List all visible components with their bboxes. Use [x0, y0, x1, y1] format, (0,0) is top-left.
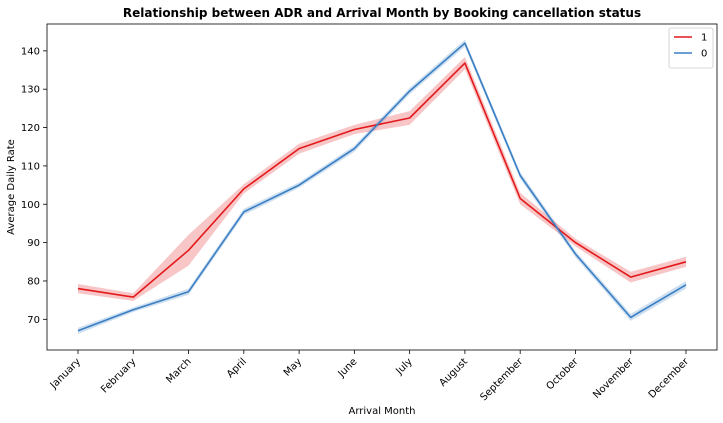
y-tick-label: 130	[21, 85, 40, 96]
confidence-bands	[78, 39, 686, 334]
y-axis-label: Average Daily Rate	[6, 139, 17, 235]
x-axis: January February March April May June July Augu…	[48, 350, 692, 403]
y-axis: 70 80 90 100 110 120 130 140	[21, 46, 47, 326]
x-tick-label: September	[478, 356, 525, 403]
x-tick-label: November	[591, 356, 636, 401]
x-tick-label: May	[282, 356, 304, 378]
series-0-ci-band	[78, 39, 686, 334]
x-tick-label: October	[544, 356, 581, 393]
y-tick-label: 80	[27, 276, 40, 287]
chart-title: Relationship between ADR and Arrival Mon…	[123, 6, 641, 20]
x-tick-label: February	[99, 356, 138, 395]
x-tick-label: March	[164, 356, 193, 385]
x-tick-label: January	[48, 356, 83, 391]
y-tick-label: 70	[27, 315, 40, 326]
x-tick-label: August	[438, 356, 471, 389]
series-lines	[77, 42, 687, 332]
legend-label-0: 0	[701, 49, 707, 60]
y-tick-label: 100	[21, 200, 40, 211]
y-tick-label: 110	[21, 161, 40, 172]
legend-label-1: 1	[701, 33, 707, 44]
x-tick-label: April	[225, 356, 249, 380]
plot-area-frame	[46, 23, 718, 351]
x-tick-label: June	[336, 356, 360, 380]
legend-box	[668, 27, 714, 69]
y-tick-label: 120	[21, 123, 40, 134]
y-tick-label: 90	[27, 238, 40, 249]
series-1-line	[77, 62, 687, 298]
x-axis-label: Arrival Month	[348, 406, 415, 417]
x-tick-label: December	[647, 356, 692, 401]
legend: 10	[668, 27, 714, 69]
x-tick-label: July	[394, 356, 415, 377]
series-1-ci-band	[78, 57, 686, 301]
y-tick-label: 140	[21, 46, 40, 57]
series-0-line	[77, 42, 687, 332]
